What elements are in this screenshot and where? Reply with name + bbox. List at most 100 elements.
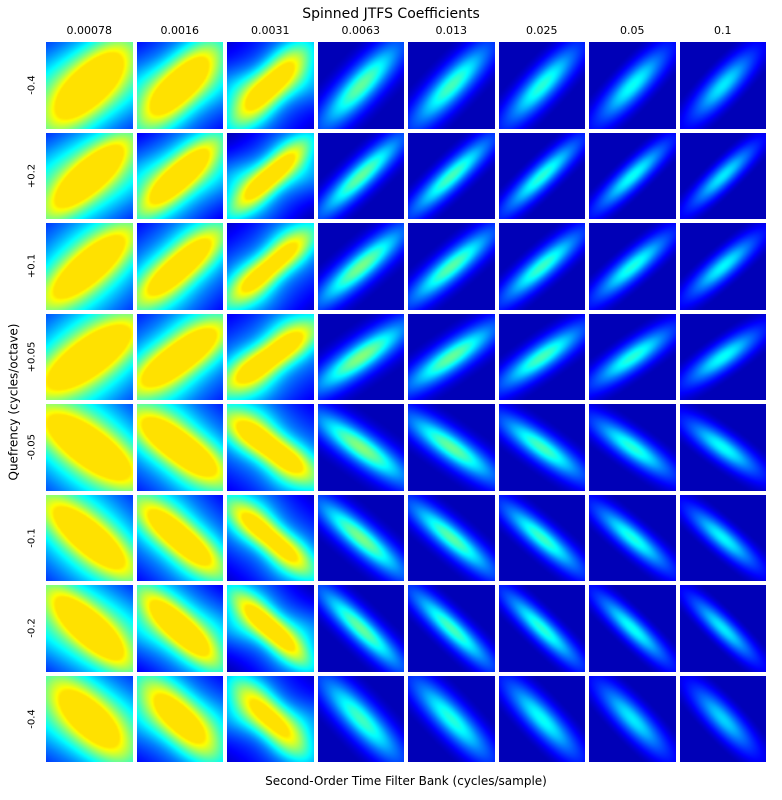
row-label: -0.2 (27, 618, 38, 638)
heatmap-canvas (408, 223, 495, 310)
y-axis-label: Quefrency (cycles/octave) (6, 42, 20, 762)
col-label: 0.0031 (251, 24, 290, 37)
heatmap-canvas (137, 42, 224, 129)
heatmap-cell (137, 404, 224, 491)
heatmap-cell (227, 585, 314, 672)
heatmap-canvas (408, 42, 495, 129)
heatmap-cell (408, 314, 495, 401)
row-label: -0.4 (27, 75, 38, 95)
heatmap-canvas (499, 42, 586, 129)
figure-title: Spinned JTFS Coefficients (0, 6, 782, 22)
heatmap-cell (408, 585, 495, 672)
heatmap-cell (46, 314, 133, 401)
heatmap-cell (680, 314, 767, 401)
heatmap-canvas (318, 585, 405, 672)
heatmap-canvas (680, 314, 767, 401)
heatmap-canvas (499, 585, 586, 672)
heatmap-canvas (499, 404, 586, 491)
heatmap-cell (408, 495, 495, 582)
heatmap-canvas (46, 585, 133, 672)
heatmap-cell (680, 495, 767, 582)
heatmap-canvas (318, 223, 405, 310)
heatmap-cell (408, 223, 495, 310)
heatmap-cell (499, 133, 586, 220)
heatmap-cell (137, 676, 224, 763)
heatmap-canvas (318, 42, 405, 129)
heatmap-canvas (680, 223, 767, 310)
heatmap-canvas (46, 495, 133, 582)
heatmap-canvas (227, 495, 314, 582)
heatmap-cell (680, 676, 767, 763)
heatmap-canvas (408, 314, 495, 401)
col-label: 0.1 (714, 24, 732, 37)
col-label: 0.00078 (67, 24, 113, 37)
heatmap-canvas (318, 676, 405, 763)
heatmap-cell (408, 676, 495, 763)
heatmap-canvas (589, 314, 676, 401)
heatmap-canvas (46, 676, 133, 763)
heatmap-cell (227, 42, 314, 129)
heatmap-cell (318, 42, 405, 129)
heatmap-cell (499, 495, 586, 582)
heatmap-cell (680, 223, 767, 310)
heatmap-cell (46, 42, 133, 129)
heatmap-canvas (408, 495, 495, 582)
heatmap-cell (318, 133, 405, 220)
heatmap-canvas (318, 404, 405, 491)
heatmap-cell (499, 223, 586, 310)
heatmap-canvas (227, 404, 314, 491)
heatmap-cell (318, 404, 405, 491)
heatmap-cell (408, 42, 495, 129)
heatmap-canvas (680, 404, 767, 491)
heatmap-canvas (680, 42, 767, 129)
heatmap-canvas (589, 133, 676, 220)
heatmap-cell (227, 223, 314, 310)
heatmap-cell (589, 133, 676, 220)
heatmap-cell (589, 223, 676, 310)
heatmap-canvas (408, 404, 495, 491)
heatmap-canvas (318, 133, 405, 220)
heatmap-cell (227, 404, 314, 491)
heatmap-cell (499, 42, 586, 129)
row-label: +0.2 (27, 164, 38, 188)
heatmap-cell (46, 404, 133, 491)
heatmap-cell (499, 585, 586, 672)
heatmap-cell (408, 133, 495, 220)
heatmap-canvas (46, 133, 133, 220)
heatmap-canvas (46, 223, 133, 310)
heatmap-cell (589, 585, 676, 672)
heatmap-cell (227, 314, 314, 401)
heatmap-cell (137, 314, 224, 401)
heatmap-cell (137, 133, 224, 220)
heatmap-cell (408, 404, 495, 491)
heatmap-cell (499, 314, 586, 401)
row-label: +0.1 (27, 254, 38, 278)
heatmap-cell (318, 223, 405, 310)
col-label: 0.025 (526, 24, 558, 37)
heatmap-cell (46, 585, 133, 672)
heatmap-canvas (318, 495, 405, 582)
heatmap-canvas (680, 676, 767, 763)
heatmap-cell (46, 133, 133, 220)
heatmap-cell (227, 495, 314, 582)
heatmap-canvas (46, 404, 133, 491)
heatmap-cell (46, 495, 133, 582)
x-axis-label: Second-Order Time Filter Bank (cycles/sa… (46, 774, 766, 788)
row-label: -0.4 (27, 709, 38, 729)
heatmap-cell (499, 676, 586, 763)
heatmap-canvas (589, 223, 676, 310)
heatmap-canvas (589, 42, 676, 129)
heatmap-cell (137, 42, 224, 129)
heatmap-canvas (227, 133, 314, 220)
heatmap-cell (137, 495, 224, 582)
heatmap-cell (227, 133, 314, 220)
row-label: -0.1 (27, 528, 38, 548)
heatmap-canvas (227, 223, 314, 310)
heatmap-canvas (499, 314, 586, 401)
heatmap-canvas (408, 133, 495, 220)
col-label: 0.0016 (161, 24, 200, 37)
heatmap-canvas (227, 42, 314, 129)
heatmap-canvas (680, 495, 767, 582)
heatmap-cell (318, 585, 405, 672)
heatmap-canvas (680, 133, 767, 220)
